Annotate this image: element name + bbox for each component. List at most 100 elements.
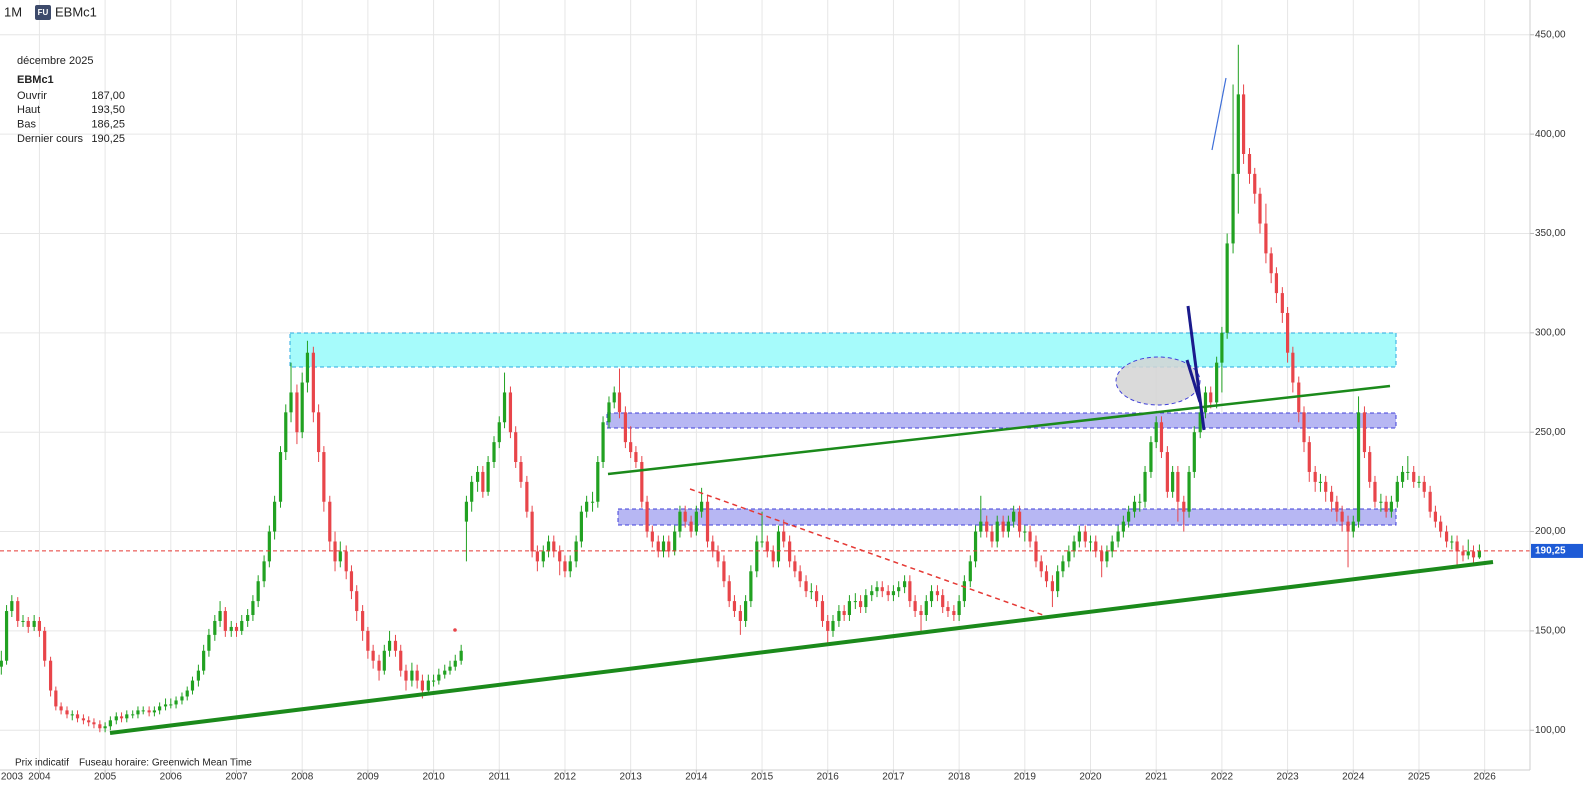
x-tick-label: 2025 bbox=[1408, 772, 1431, 783]
candle-body bbox=[163, 704, 168, 707]
candle-body bbox=[26, 620, 30, 627]
candle-body bbox=[1247, 154, 1252, 174]
candle-body bbox=[361, 611, 365, 631]
candle-body bbox=[1330, 491, 1334, 502]
candle-body bbox=[207, 634, 211, 651]
candle-body bbox=[1444, 531, 1449, 542]
candle-body bbox=[75, 714, 80, 719]
candle-body bbox=[1050, 581, 1055, 592]
candle-body bbox=[1324, 481, 1328, 492]
candle-body bbox=[804, 581, 808, 592]
candle-body bbox=[711, 541, 715, 552]
candle-body bbox=[1182, 501, 1186, 512]
candle-body bbox=[502, 392, 507, 423]
candle-body bbox=[985, 521, 989, 532]
candle-body bbox=[1241, 94, 1246, 154]
candle-body bbox=[1307, 442, 1311, 472]
candle-body bbox=[607, 402, 611, 423]
y-tick-label: 350,00 bbox=[1535, 228, 1566, 239]
candle-body bbox=[1455, 541, 1459, 552]
candle-body bbox=[1225, 243, 1229, 333]
candle-body bbox=[21, 620, 25, 622]
candle-body bbox=[1335, 501, 1339, 512]
candle-body bbox=[1466, 551, 1470, 556]
axes: 100,00 150,00 200,00 250,00 300,00 350,00 400,… bbox=[1, 29, 1583, 783]
candle-body bbox=[738, 611, 742, 621]
x-tick-label: 2022 bbox=[1211, 772, 1234, 783]
candle-body bbox=[355, 591, 359, 612]
candle-body bbox=[1362, 412, 1367, 453]
candle-body bbox=[180, 696, 184, 701]
candle-body bbox=[1433, 511, 1438, 522]
candle-body bbox=[1236, 94, 1240, 174]
candle-body bbox=[1253, 173, 1257, 194]
info-label: Haut bbox=[17, 104, 40, 116]
candle-body bbox=[826, 620, 830, 631]
candle-body bbox=[1159, 422, 1164, 453]
interval[interactable]: 1M bbox=[4, 4, 22, 19]
candle-body bbox=[387, 640, 392, 651]
candle-body bbox=[1461, 551, 1465, 556]
info-label: Ouvrir bbox=[17, 90, 47, 102]
candle-body bbox=[1110, 541, 1114, 552]
candle-body bbox=[946, 607, 950, 612]
candle-body bbox=[508, 392, 513, 433]
candle-body bbox=[147, 710, 151, 713]
x-tick-label: 2019 bbox=[1014, 772, 1037, 783]
candle-body bbox=[1039, 561, 1043, 572]
zone bbox=[289, 332, 1397, 368]
candle-body bbox=[437, 674, 441, 681]
candle-body bbox=[229, 626, 233, 631]
candle-body bbox=[497, 422, 501, 443]
x-tick-label: 2026 bbox=[1474, 772, 1497, 783]
candle-body bbox=[809, 591, 813, 593]
x-tick-label: 2018 bbox=[948, 772, 971, 783]
candle-body bbox=[92, 722, 96, 725]
candle-body bbox=[788, 541, 792, 562]
candle-body bbox=[722, 561, 726, 582]
candle-body bbox=[1028, 531, 1032, 542]
x-tick-label: 2023 bbox=[1276, 772, 1299, 783]
candle-body bbox=[338, 551, 342, 562]
candle-body bbox=[1056, 571, 1060, 592]
candle-body bbox=[1094, 541, 1098, 552]
candle-body bbox=[1258, 193, 1262, 224]
candle-body bbox=[798, 571, 802, 582]
candle-body bbox=[1077, 531, 1081, 542]
candle-body bbox=[1264, 223, 1268, 254]
candle-body bbox=[119, 716, 124, 719]
candle-body bbox=[1356, 412, 1361, 522]
candle-body bbox=[366, 630, 370, 651]
plot-area bbox=[0, 44, 1530, 733]
candle-body bbox=[1023, 531, 1027, 533]
candle-body bbox=[558, 551, 562, 562]
candle-body bbox=[289, 392, 293, 413]
candle-body bbox=[919, 611, 923, 616]
candle-body bbox=[1100, 551, 1104, 562]
candle-body bbox=[814, 591, 819, 602]
candle-body bbox=[1280, 293, 1284, 313]
candle-body bbox=[831, 620, 835, 631]
candle-body bbox=[1373, 481, 1377, 502]
candle-body bbox=[568, 561, 572, 572]
candle-body bbox=[114, 716, 118, 721]
zone bbox=[606, 412, 1397, 429]
candle-body bbox=[87, 720, 91, 723]
symbol[interactable]: EBMc1 bbox=[55, 4, 97, 19]
last-price-label: 190,25 bbox=[1535, 546, 1566, 557]
candle-body bbox=[1285, 312, 1290, 353]
candle-body bbox=[492, 442, 496, 462]
candle-body bbox=[190, 680, 195, 691]
candle-body bbox=[65, 710, 69, 715]
candle-body bbox=[929, 591, 934, 602]
candle-body bbox=[957, 601, 961, 616]
candle-body bbox=[880, 587, 884, 592]
candle-body bbox=[131, 714, 135, 716]
candle-body bbox=[59, 706, 63, 711]
candle-body bbox=[913, 601, 917, 612]
candle-body bbox=[847, 601, 852, 616]
x-tick-label: 2024 bbox=[1342, 772, 1365, 783]
candle-body bbox=[1231, 173, 1235, 244]
candle-body bbox=[174, 700, 178, 705]
